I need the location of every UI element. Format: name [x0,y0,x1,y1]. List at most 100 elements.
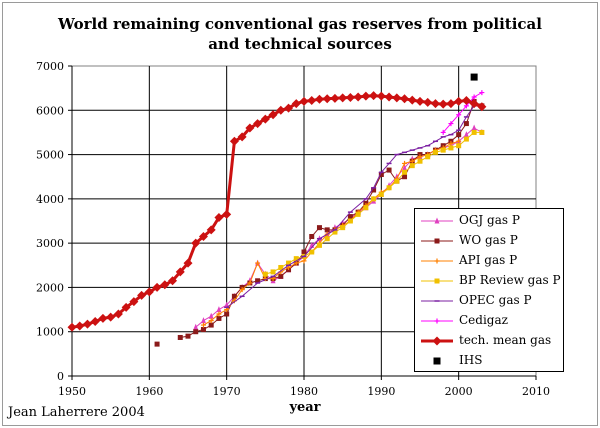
data-point [206,225,216,235]
data-point [121,302,131,312]
data-point [198,232,208,241]
data-point [237,132,247,142]
legend-item-ihs: IHS [415,350,563,370]
series-cedigaz [440,90,485,135]
data-point [400,94,410,104]
data-point [200,322,206,328]
data-point [463,131,469,138]
data-point [309,234,315,239]
data-point [90,317,100,327]
data-point [229,136,239,146]
data-point [216,306,222,313]
data-point [293,256,299,262]
data-point [316,225,322,231]
data-point [378,172,384,177]
data-point [471,129,477,135]
data-point [278,265,284,270]
data-point [371,187,377,193]
data-point [284,103,294,113]
data-point [191,238,201,248]
legend-marker [434,278,440,284]
data-point [340,225,346,231]
data-point [301,249,307,255]
data-point [384,92,394,102]
data-point [222,209,232,219]
data-point [338,93,348,103]
legend-swatch-graphic [421,300,453,302]
y-tick-label: 6000 [36,104,64,117]
data-point [262,271,268,277]
legend-item-tech-mean-gas: tech. mean gas [415,330,563,350]
legend-label: WO gas P [459,233,518,247]
data-point [67,322,77,332]
data-point [470,73,478,81]
data-point [407,95,417,105]
legend-item-cedigaz: Cedigaz [415,310,563,330]
chart-title: World remaining conventional gas reserve… [0,14,600,54]
data-point [461,96,471,106]
data-point [369,91,379,101]
series-ihs [470,73,478,81]
data-point [345,92,355,102]
x-tick-label: 2010 [522,385,550,398]
legend-swatch-graphic [421,336,453,346]
series-opec-gas-p [224,105,477,309]
data-point [183,258,193,268]
legend-swatch [421,274,453,286]
data-point [477,102,487,112]
data-point [355,211,361,217]
data-point [216,311,222,317]
legend-swatch-graphic [421,238,453,244]
data-point [270,269,276,275]
data-point [456,143,462,149]
data-point [314,94,324,104]
y-tick-label: 4000 [36,193,64,206]
x-tick-label: 1950 [58,385,86,398]
legend-swatch-graphic [421,318,453,324]
data-point [129,297,139,307]
data-point [394,173,400,180]
legend-item-ogj-gas-p: OGJ gas P [415,210,563,230]
x-tick-label: 1980 [290,385,318,398]
data-point [193,323,199,330]
data-point [402,169,408,175]
legend-label: IHS [459,353,483,367]
data-point [208,318,214,324]
data-point [185,333,191,339]
legend-item-api-gas-p: API gas P [415,250,563,270]
data-point [177,334,183,340]
data-point [144,287,154,297]
data-point [253,119,263,129]
data-point [255,260,261,266]
legend-swatch [421,334,453,346]
x-axis-label: year [289,400,321,415]
data-point [440,147,446,153]
data-point [286,260,292,266]
data-point [463,121,469,127]
data-point [417,154,423,160]
data-point [255,278,261,284]
legend-swatch [421,254,453,266]
data-point [463,136,469,142]
legend-marker [434,258,440,264]
legend-label: OPEC gas P [459,293,532,307]
legend: OGJ gas P WO gas P API gas P BP Review gas … [414,208,564,372]
data-point [231,293,237,299]
data-point [214,212,224,222]
data-point [394,178,400,184]
data-point [175,267,185,277]
data-point [448,121,454,127]
data-point [160,280,170,290]
data-point [316,242,322,248]
legend-label: OGJ gas P [459,213,520,227]
data-point [440,129,446,135]
data-point [247,280,253,286]
data-point [268,110,278,120]
y-tick-label: 2000 [36,281,64,294]
legend-label: Cedigaz [459,313,508,327]
legend-swatch-graphic [421,278,453,284]
data-point [415,96,425,106]
legend-marker [434,217,440,224]
data-point [152,282,162,292]
author-credit: Jean Laherrere 2004 [8,405,145,420]
